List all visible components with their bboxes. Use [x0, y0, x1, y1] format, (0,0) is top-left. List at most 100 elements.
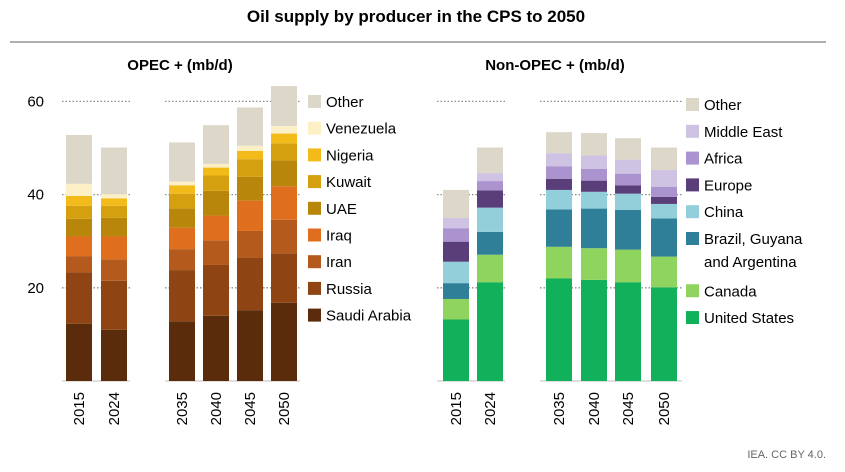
- non-opec-bar-2035-europe: [546, 178, 572, 190]
- non-opec-bar-2015-africa: [443, 228, 469, 242]
- opec-bar-2050-iran: [271, 219, 297, 254]
- non-opec-bar-2050-other: [651, 147, 677, 170]
- non-opec-bar-2050-canada: [651, 256, 677, 288]
- non-opec-bar-2050-brazil-guyana-and-argentina: [651, 218, 677, 257]
- non-opec-bar-2024-canada: [477, 254, 503, 283]
- opec-bar-2050-uae: [271, 160, 297, 187]
- non-opec-legend-label-china: China: [704, 204, 744, 221]
- opec-bar-2015-other: [66, 134, 92, 184]
- non-opec-bar-2040-other: [581, 133, 607, 156]
- non-opec-bar-2015-united-states: [443, 319, 469, 381]
- y-tick-label: 40: [27, 187, 44, 204]
- opec-bar-2040-other: [203, 125, 229, 164]
- opec-legend-label-iran: Iran: [326, 254, 352, 271]
- non-opec-bar-2050-middle-east: [651, 169, 677, 187]
- non-opec-legend-swatch-canada: [686, 284, 699, 298]
- non-opec-legend-label-brazil-guyana-and-argentina: Brazil, Guyana and Argentina: [704, 231, 803, 271]
- non-opec-legend-label-europe: Europe: [704, 177, 752, 194]
- opec-bar-2015-saudi-arabia: [66, 323, 92, 381]
- non-opec-bar-2024-china: [477, 207, 503, 232]
- source-note: IEA. CC BY 4.0.: [747, 449, 826, 461]
- opec-x-tick-label: 2050: [276, 392, 293, 425]
- opec-bar-2045-nigeria: [237, 150, 263, 160]
- opec-bar-2040-nigeria: [203, 167, 229, 176]
- non-opec-bar-2040-europe: [581, 180, 607, 192]
- non-opec-bar-2024-europe: [477, 190, 503, 208]
- non-opec-bar-2035-united-states: [546, 278, 572, 381]
- opec-bar-2035-saudi-arabia: [169, 321, 195, 381]
- opec-legend-swatch-nigeria: [308, 148, 321, 162]
- non-opec-bar-2040-africa: [581, 168, 607, 181]
- opec-x-tick-label: 2045: [242, 392, 259, 425]
- non-opec-bar-2050-china: [651, 203, 677, 219]
- opec-legend-label-saudi-arabia: Saudi Arabia: [326, 308, 412, 325]
- opec-legend-label-other: Other: [326, 94, 364, 111]
- opec-bar-2024-russia: [101, 280, 127, 330]
- opec-bar-2015-russia: [66, 272, 92, 324]
- opec-bar-2015-iraq: [66, 236, 92, 257]
- opec-bar-2035-uae: [169, 208, 195, 228]
- opec-bar-2045-iran: [237, 230, 263, 258]
- y-tick-label: 20: [27, 280, 44, 297]
- opec-legend-label-nigeria: Nigeria: [326, 147, 374, 164]
- opec-bar-2040-uae: [203, 190, 229, 216]
- opec-bar-2045-uae: [237, 176, 263, 201]
- opec-bar-2024-iraq: [101, 236, 127, 260]
- non-opec-bar-2035-africa: [546, 166, 572, 179]
- non-opec-bar-2040-china: [581, 191, 607, 209]
- opec-bar-2040-kuwait: [203, 175, 229, 191]
- opec-bar-2015-kuwait: [66, 205, 92, 219]
- non-opec-legend-label-other: Other: [704, 97, 742, 114]
- non-opec-bar-2035-canada: [546, 246, 572, 279]
- non-opec-bar-2050-africa: [651, 186, 677, 197]
- opec-legend-swatch-saudi-arabia: [308, 308, 321, 322]
- non-opec-legend-label-united-states: United States: [704, 310, 794, 327]
- non-opec-panel-title: Non-OPEC + (mb/d): [485, 57, 625, 74]
- opec-bar-2040-saudi-arabia: [203, 315, 229, 381]
- opec-legend-swatch-kuwait: [308, 175, 321, 189]
- opec-bar-2024-other: [101, 147, 127, 195]
- non-opec-bar-2015-brazil-guyana-and-argentina: [443, 283, 469, 299]
- non-opec-bar-2015-other: [443, 189, 469, 218]
- opec-legend-label-kuwait: Kuwait: [326, 174, 372, 191]
- opec-x-tick-label: 2040: [208, 392, 225, 425]
- non-opec-legend-swatch-other: [686, 98, 699, 111]
- non-opec-bar-2024-other: [477, 147, 503, 174]
- opec-bar-2050-iraq: [271, 186, 297, 220]
- opec-bar-2015-uae: [66, 218, 92, 237]
- opec-bar-2024-iran: [101, 259, 127, 281]
- non-opec-x-tick-label: 2035: [551, 392, 568, 425]
- opec-bar-2035-kuwait: [169, 193, 195, 209]
- opec-legend-swatch-venezuela: [308, 121, 321, 135]
- opec-bar-2024-venezuela: [101, 194, 127, 199]
- non-opec-bar-2050-europe: [651, 196, 677, 204]
- non-opec-x-tick-label: 2040: [586, 392, 603, 425]
- opec-legend-label-russia: Russia: [326, 281, 373, 298]
- non-opec-bar-2040-canada: [581, 248, 607, 280]
- non-opec-bar-2045-europe: [615, 185, 641, 194]
- non-opec-bar-2024-africa: [477, 181, 503, 191]
- opec-bar-2035-russia: [169, 270, 195, 322]
- opec-bar-2040-iran: [203, 240, 229, 265]
- non-opec-bar-2015-china: [443, 261, 469, 284]
- non-opec-bar-2015-middle-east: [443, 217, 469, 229]
- opec-bar-2035-iraq: [169, 227, 195, 250]
- opec-bar-2035-nigeria: [169, 185, 195, 194]
- opec-bar-2045-iraq: [237, 200, 263, 231]
- opec-bar-2045-saudi-arabia: [237, 310, 263, 381]
- opec-legend-swatch-other: [308, 95, 321, 108]
- non-opec-x-tick-label: 2045: [620, 392, 637, 425]
- opec-bar-2015-nigeria: [66, 195, 92, 206]
- non-opec-bar-2040-brazil-guyana-and-argentina: [581, 208, 607, 249]
- opec-bar-2024-kuwait: [101, 205, 127, 218]
- non-opec-legend-swatch-brazil-guyana-and-argentina: [686, 232, 699, 245]
- opec-bar-2050-other: [271, 86, 297, 127]
- opec-legend-swatch-russia: [308, 281, 321, 295]
- non-opec-legend-swatch-united-states: [686, 311, 699, 325]
- non-opec-bar-2045-middle-east: [615, 159, 641, 174]
- opec-legend-label-uae: UAE: [326, 201, 357, 218]
- non-opec-bar-2040-middle-east: [581, 155, 607, 169]
- opec-panel-title: OPEC + (mb/d): [127, 57, 232, 74]
